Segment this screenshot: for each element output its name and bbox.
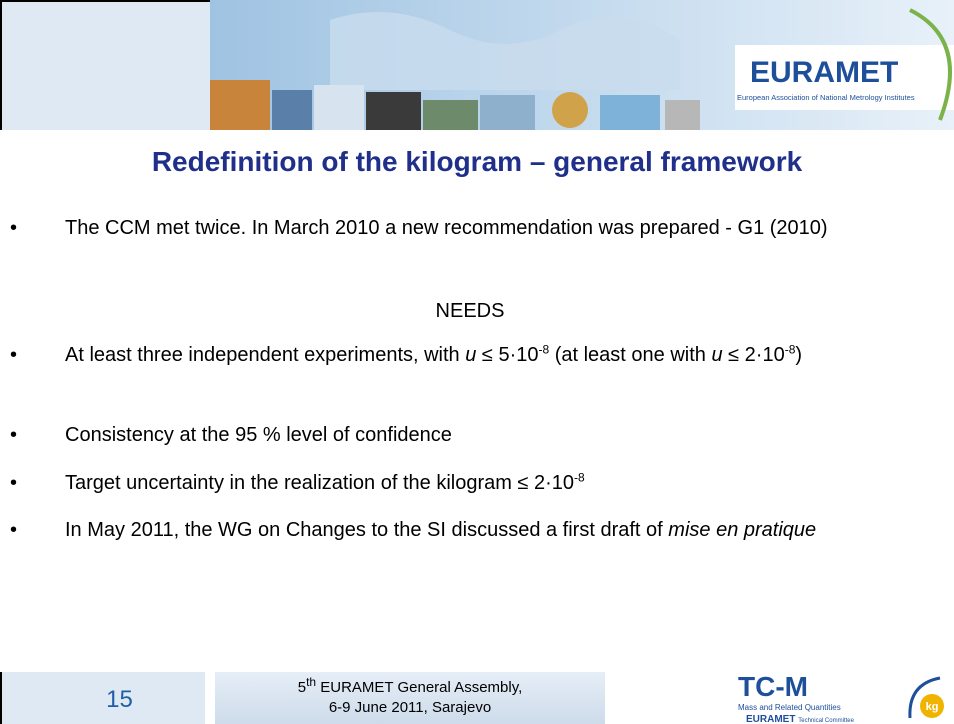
bullet-dot: • <box>10 213 17 243</box>
text: ≤ 5·10 <box>476 344 538 366</box>
event-line: 5th EURAMET General Assembly, <box>215 678 605 698</box>
text: In May 2011, the WG on Changes to the SI… <box>65 519 668 541</box>
text: Target uncertainty in the realization of… <box>65 472 574 494</box>
header-banner: EURAMET European Association of National… <box>210 0 954 130</box>
bullet-dot: • <box>10 340 17 370</box>
text: ≤ 2·10 <box>723 344 785 366</box>
tc-caption: Mass and Related Quantities <box>738 703 841 712</box>
tc-org: EURAMET Technical Committee <box>746 714 854 724</box>
bullet: Target uncertainty in the realization of… <box>65 468 925 498</box>
text-italic: mise en pratique <box>668 519 816 541</box>
kg-logo: kg <box>900 674 954 724</box>
text: 5 <box>298 679 306 696</box>
bullet-dot: • <box>10 420 17 450</box>
text: ) <box>795 344 802 366</box>
title: Redefinition of the kilogram – general f… <box>0 140 954 184</box>
text: At least three independent experiments, … <box>65 344 465 366</box>
bullet-dot: • <box>10 515 17 545</box>
bullet: At least three independent experiments, … <box>65 340 925 370</box>
text: Technical Committee <box>798 718 854 724</box>
bullet: Consistency at the 95 % level of confide… <box>65 420 925 450</box>
tc-logo: TC-M <box>738 672 808 702</box>
event-line: 6-9 June 2011, Sarajevo <box>215 698 605 718</box>
needs-label: NEEDS <box>0 296 940 326</box>
exponent: -8 <box>574 470 585 484</box>
corner-panel <box>0 0 210 130</box>
slide: EURAMET European Association of National… <box>0 0 954 724</box>
text: Consistency at the 95 % level of confide… <box>65 424 452 446</box>
symbol: u <box>711 344 722 366</box>
symbol: u <box>465 344 476 366</box>
ordinal-suffix: th <box>306 675 316 689</box>
exponent: -8 <box>538 342 549 356</box>
footer-event: 5th EURAMET General Assembly, 6-9 June 2… <box>215 672 605 724</box>
text: (at least one with <box>549 344 711 366</box>
logo-caption: European Association of National Metrolo… <box>737 93 915 102</box>
bullet: The CCM met twice. In March 2010 a new r… <box>65 213 845 243</box>
text: EURAMET <box>746 714 795 724</box>
bullet: In May 2011, the WG on Changes to the SI… <box>65 515 925 545</box>
exponent: -8 <box>785 342 796 356</box>
bullet-dot: • <box>10 468 17 498</box>
kg-label: kg <box>926 701 939 713</box>
text: The CCM met twice. In March 2010 a new r… <box>65 217 828 239</box>
logo: EURAMET <box>750 56 898 89</box>
footer-page-box: 15 <box>0 672 205 724</box>
page-number: 15 <box>2 686 207 714</box>
text: EURAMET General Assembly, <box>316 679 522 696</box>
